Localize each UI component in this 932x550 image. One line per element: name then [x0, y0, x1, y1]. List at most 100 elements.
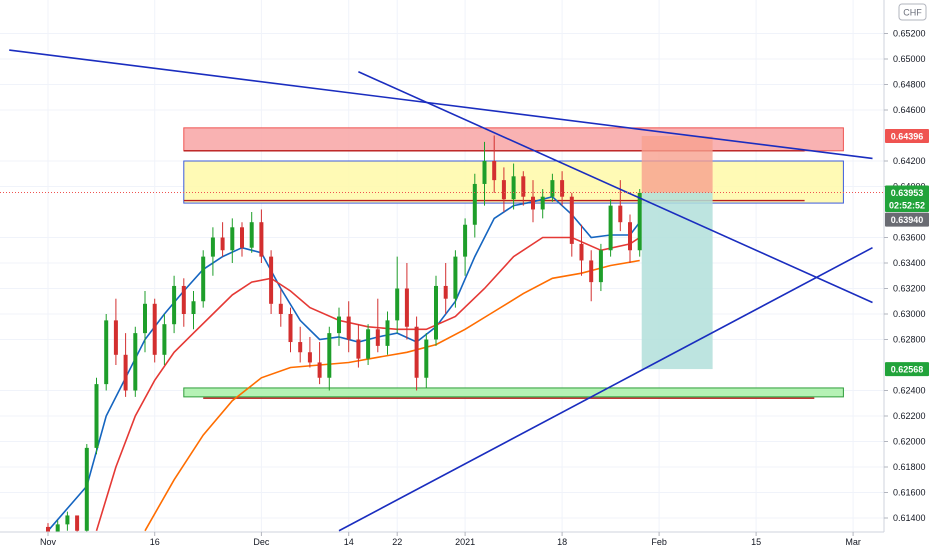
candle-up	[608, 205, 613, 251]
candle-up	[637, 192, 642, 251]
candle-up	[162, 324, 167, 355]
price-tag-box	[885, 362, 929, 377]
candle-up	[463, 224, 468, 257]
time-axis[interactable]: Nov 16 Dec 14 22 2021 18 Feb 15 Mar	[0, 531, 932, 550]
candle-up	[65, 515, 70, 525]
candle-up	[395, 288, 400, 321]
y-tick-label: 0.62400	[893, 386, 926, 396]
price-tag-label: 02:52:52	[889, 200, 925, 210]
y-tick-label: 0.61800	[893, 462, 926, 472]
candle-down	[531, 196, 535, 210]
x-tick-label: 22	[392, 537, 402, 547]
trendline[interactable]	[338, 246, 873, 532]
candle-up	[482, 161, 487, 184]
candle-down	[307, 352, 312, 363]
candle-down	[443, 285, 448, 299]
trendlines-layer[interactable]	[9, 49, 873, 532]
price-tag-label: 0.63940	[891, 215, 924, 225]
currency-badge-box	[898, 3, 927, 21]
x-tick-label: Mar	[845, 537, 861, 547]
candle-up	[201, 256, 206, 302]
candle-down	[560, 180, 565, 197]
x-tick-label: 16	[150, 537, 160, 547]
candle-up	[540, 196, 545, 210]
ema-slow-line	[144, 259, 640, 532]
candle-up	[511, 176, 516, 200]
y-tick-label: 0.63600	[893, 233, 926, 243]
y-tick-label: 0.65200	[893, 29, 926, 39]
candle-up	[191, 301, 196, 314]
price-labels: 0.64396 0.63953 02:52:52 0.63940 0.62568	[885, 129, 929, 377]
candle-down	[492, 161, 497, 181]
y-tick-label: 0.63200	[893, 284, 926, 294]
candle-down	[152, 303, 157, 355]
candle-up	[598, 250, 603, 283]
candle-down	[46, 526, 50, 534]
candle-up	[472, 183, 477, 225]
candle-down	[288, 314, 293, 343]
candle-up	[337, 316, 341, 334]
y-tick-label: 0.64600	[893, 105, 926, 115]
candle-up	[55, 524, 60, 534]
price-tag-label: 0.63953	[891, 188, 924, 198]
candle-down	[569, 196, 574, 244]
candle-up	[453, 256, 458, 299]
candle-up	[424, 339, 429, 378]
support-zone[interactable]	[183, 387, 844, 398]
candles-layer	[46, 135, 642, 539]
candle-up	[249, 222, 254, 248]
y-tick-label: 0.62200	[893, 411, 926, 421]
candle-down	[75, 515, 80, 531]
x-tick-label: Feb	[651, 537, 667, 547]
candle-down	[521, 176, 526, 197]
x-tick-label: Nov	[40, 537, 57, 547]
candle-up	[230, 227, 235, 251]
price-tag-box	[885, 129, 929, 144]
x-tick-label: 14	[344, 537, 354, 547]
price-tag-box	[885, 197, 929, 212]
candle-up	[550, 180, 555, 197]
candle-down	[220, 237, 225, 251]
candle-down	[259, 222, 264, 257]
candle-up	[327, 333, 332, 378]
position-tool[interactable]	[641, 136, 713, 370]
supply-zone[interactable]	[183, 127, 844, 152]
x-tick-label: Dec	[253, 537, 270, 547]
x-tick-label: 2021	[455, 537, 475, 547]
x-tick-label: 18	[557, 537, 567, 547]
y-tick-label: 0.61600	[893, 488, 926, 498]
candle-down	[618, 205, 623, 223]
candle-down	[375, 329, 380, 346]
candle-down	[317, 362, 322, 378]
candle-down	[404, 288, 409, 327]
y-tick-label: 0.64200	[893, 156, 926, 166]
candle-up	[385, 320, 390, 346]
x-tick-label: 15	[751, 537, 761, 547]
candle-down	[414, 326, 419, 378]
trendline[interactable]	[358, 71, 873, 304]
price-axis[interactable]: 0.652000.650000.648000.646000.642000.640…	[883, 0, 932, 532]
candle-down	[113, 320, 118, 355]
candle-down	[579, 243, 584, 261]
y-tick-label: 0.62800	[893, 335, 926, 345]
trendline[interactable]	[9, 49, 873, 160]
candle-up	[434, 285, 438, 340]
price-tag-label: 0.64396	[891, 132, 924, 142]
candle-down	[240, 227, 244, 248]
take-profit-box[interactable]	[641, 192, 713, 370]
stop-loss-box[interactable]	[641, 136, 713, 193]
candle-down	[278, 303, 283, 314]
time-axis-background	[0, 532, 932, 550]
candle-up	[172, 285, 177, 325]
candle-down	[501, 180, 506, 200]
candle-down	[298, 342, 303, 353]
candle-down	[628, 222, 632, 251]
ema-mid-line	[95, 236, 641, 532]
candle-up	[133, 333, 138, 391]
currency-badge[interactable]: CHF	[898, 3, 927, 21]
candle-up	[84, 447, 89, 531]
candle-up	[143, 303, 147, 334]
candle-down	[346, 316, 351, 340]
y-tick-label: 0.63000	[893, 309, 926, 319]
